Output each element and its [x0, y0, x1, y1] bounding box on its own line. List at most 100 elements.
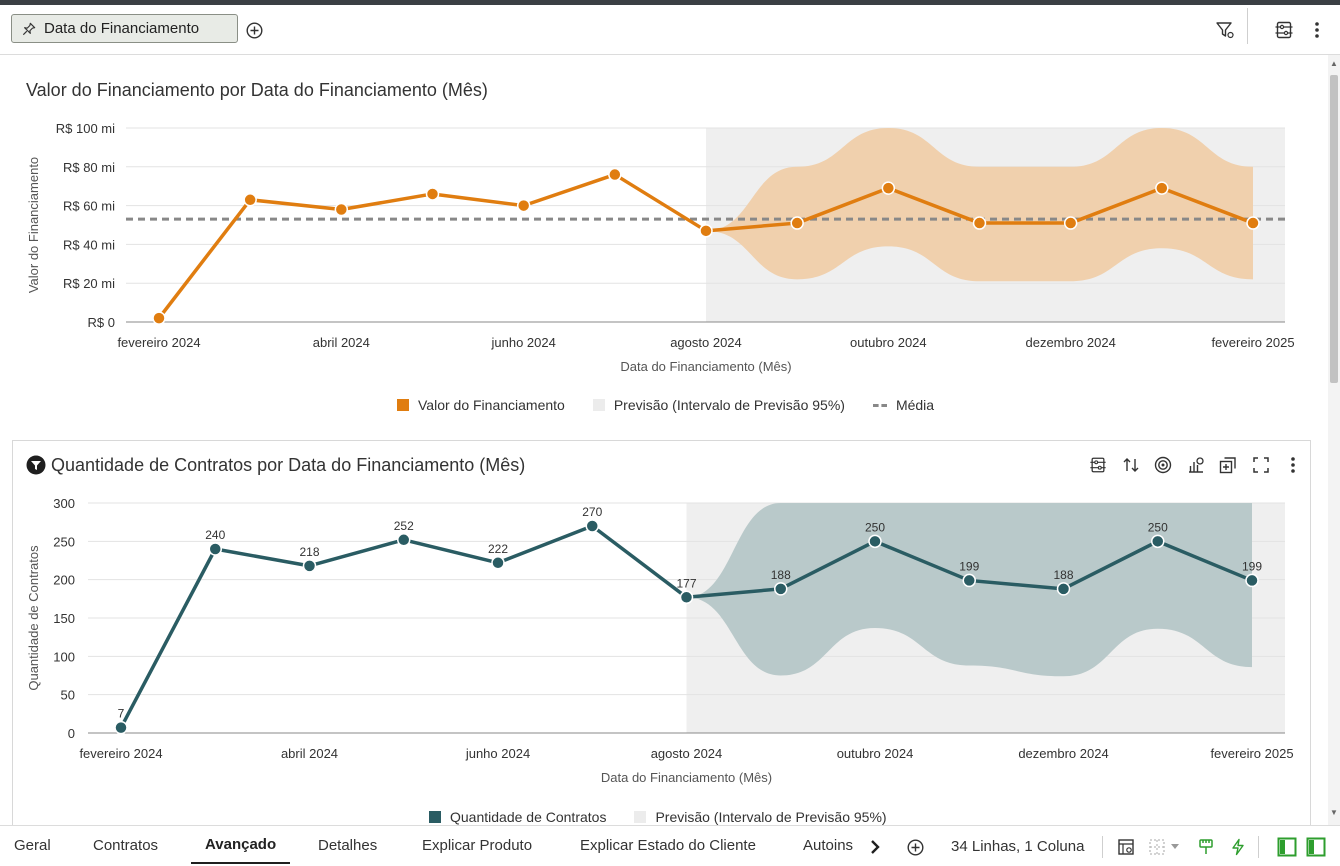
- data-point: [585, 519, 599, 533]
- y-tick-label: 100: [53, 649, 75, 664]
- data-point: [114, 720, 128, 735]
- bottom-tab-bar: Geral Contratos Avançado Detalhes Explic…: [0, 825, 1340, 866]
- data-point: [208, 542, 222, 556]
- x-tick-label: outubro 2024: [850, 335, 927, 350]
- tab-avancado[interactable]: Avançado: [191, 826, 291, 864]
- tab-geral[interactable]: Geral: [14, 836, 51, 854]
- x-tick-label: dezembro 2024: [1025, 335, 1115, 350]
- sort-icon[interactable]: [1115, 453, 1148, 477]
- x-tick-label: abril 2024: [313, 335, 370, 350]
- chart1-plot: R$ 0 R$ 20 mi R$ 40 mi R$ 60 mi R$ 80 mi R$ 1…: [26, 121, 1295, 374]
- x-tick-label: fevereiro 2025: [1210, 746, 1293, 761]
- vertical-scrollbar[interactable]: ▲ ▼: [1328, 55, 1340, 825]
- data-point: [1151, 534, 1165, 549]
- y-tick-label: R$ 60 mi: [63, 199, 115, 214]
- x-tick-label: fevereiro 2024: [117, 335, 200, 350]
- lightning-icon[interactable]: [1227, 836, 1249, 858]
- data-view-icon[interactable]: [1115, 836, 1137, 858]
- top-strip: [0, 0, 1340, 5]
- y-tick-label: R$ 100 mi: [56, 121, 115, 136]
- data-label: 199: [959, 559, 979, 573]
- legend-item-quantidade[interactable]: Quantidade de Contratos: [429, 809, 606, 825]
- chart1-title: Valor do Financiamento por Data do Finan…: [26, 80, 488, 100]
- paint-brush-icon[interactable]: [1195, 836, 1217, 858]
- add-tab-icon[interactable]: [904, 836, 926, 858]
- x-tick-label: fevereiro 2024: [79, 746, 162, 761]
- x-tick-label: outubro 2024: [837, 746, 914, 761]
- chevron-right-icon[interactable]: [864, 836, 886, 858]
- duplicate-icon[interactable]: [1212, 453, 1245, 477]
- more-vertical-icon[interactable]: [1277, 453, 1310, 477]
- y-tick-label: 200: [53, 573, 75, 588]
- data-point: [972, 216, 987, 230]
- panel-right-icon[interactable]: [1305, 836, 1327, 858]
- grid-icon[interactable]: [1146, 836, 1168, 858]
- legend-label: Previsão (Intervalo de Previsão 95%): [613, 397, 845, 413]
- x-tick-label: abril 2024: [281, 746, 338, 761]
- chart1-legend: Valor do Financiamento Previsão (Interva…: [397, 397, 962, 413]
- chart2-plot: 0 50 100 150 200 250 300 7 240 218 252 222 270 177 188…: [26, 496, 1294, 785]
- data-point: [491, 556, 505, 570]
- data-point: [152, 311, 166, 325]
- y-axis-title: Valor do Financiamento: [26, 157, 41, 293]
- data-point: [962, 573, 976, 588]
- properties-icon[interactable]: [1082, 453, 1115, 477]
- legend-swatch: [592, 399, 605, 411]
- legend-item-previsao[interactable]: Previsão (Intervalo de Previsão 95%): [634, 809, 887, 825]
- more-vertical-icon[interactable]: [1308, 18, 1326, 42]
- scroll-thumb[interactable]: [1330, 75, 1338, 383]
- filter-icon[interactable]: [1213, 18, 1237, 42]
- data-point: [868, 534, 882, 549]
- data-point: [397, 533, 411, 547]
- tab-detalhes[interactable]: Detalhes: [318, 836, 378, 854]
- chart2-legend: Quantidade de Contratos Previsão (Interv…: [429, 809, 915, 825]
- tab-explicar-estado-cliente[interactable]: Explicar Estado do Cliente: [580, 836, 756, 854]
- tab-autoins[interactable]: Autoins: [803, 836, 854, 854]
- data-label: 222: [488, 542, 508, 556]
- legend-item-valor[interactable]: Valor do Financiamento: [397, 397, 565, 413]
- panel-left-icon[interactable]: [1276, 836, 1298, 858]
- data-point: [334, 202, 349, 217]
- funnel-icon[interactable]: [26, 455, 46, 475]
- filter-toolbar: Data do Financiamento: [0, 5, 1340, 55]
- data-point: [425, 187, 440, 201]
- data-label: 199: [1242, 559, 1262, 573]
- data-point: [1063, 216, 1078, 230]
- data-label: 270: [582, 505, 602, 519]
- data-label: 252: [394, 519, 414, 533]
- y-tick-label: R$ 0: [88, 315, 115, 330]
- scroll-up-icon[interactable]: ▲: [1330, 59, 1338, 68]
- data-point: [608, 167, 622, 182]
- y-tick-label: R$ 20 mi: [63, 276, 115, 291]
- data-point: [1246, 216, 1260, 230]
- status-divider: [1102, 836, 1103, 858]
- legend-label: Previsão (Intervalo de Previsão 95%): [655, 809, 887, 825]
- y-axis-title: Quantidade de Contratos: [26, 545, 41, 691]
- expand-icon[interactable]: [1245, 453, 1278, 477]
- legend-item-media[interactable]: Média: [872, 397, 935, 413]
- y-tick-label: 0: [68, 726, 75, 741]
- legend-label: Média: [895, 397, 935, 413]
- add-circle-icon[interactable]: [244, 20, 264, 40]
- chart2-panel: [12, 440, 1311, 825]
- x-tick-label: fevereiro 2025: [1211, 335, 1294, 350]
- data-point: [679, 590, 694, 605]
- legend-item-previsao[interactable]: Previsão (Intervalo de Previsão 95%): [592, 397, 845, 413]
- properties-icon[interactable]: [1272, 18, 1296, 42]
- y-tick-label: R$ 40 mi: [63, 237, 115, 252]
- data-label: 188: [771, 568, 791, 582]
- tab-explicar-produto[interactable]: Explicar Produto: [422, 836, 533, 854]
- chevron-down-icon[interactable]: [1168, 836, 1182, 858]
- data-label: 250: [1148, 520, 1168, 534]
- target-icon[interactable]: [1147, 453, 1180, 477]
- dashboard-canvas: Valor do Financiamento por Data do Finan…: [0, 55, 1328, 825]
- pin-icon[interactable]: [22, 22, 36, 36]
- scroll-down-icon[interactable]: ▼: [1330, 808, 1338, 817]
- chart-settings-icon[interactable]: [1180, 453, 1213, 477]
- tab-contratos[interactable]: Contratos: [93, 836, 159, 854]
- y-tick-label: 150: [53, 611, 75, 626]
- data-point: [774, 582, 788, 596]
- data-label: 7: [118, 707, 125, 721]
- data-label: 218: [299, 545, 319, 559]
- filter-pill[interactable]: Data do Financiamento: [11, 14, 238, 43]
